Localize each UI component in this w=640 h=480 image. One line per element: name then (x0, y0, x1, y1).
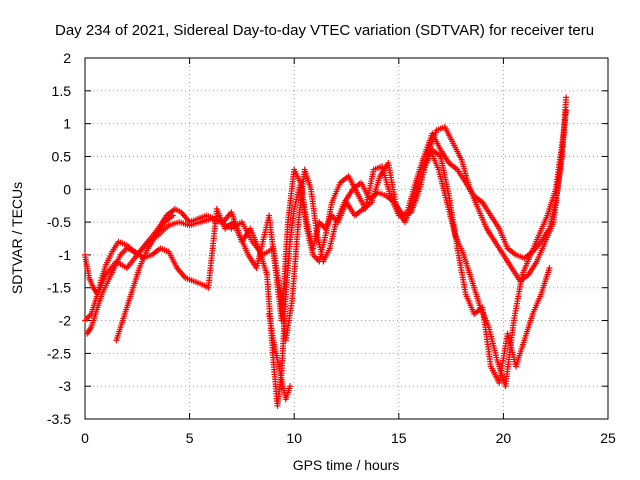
x-tick-label: 10 (286, 430, 302, 446)
y-axis-label: SDTVAR / TECUs (9, 182, 25, 294)
data-point (561, 127, 568, 134)
axis-ticks: 0 5 10 15 20 25 2 1.5 1 0.5 0 -0.5 -1 -1.5 -2 -2.5 -3 -3.… (47, 50, 616, 446)
y-tick-label: -1 (59, 247, 72, 263)
y-tick-label: -1.5 (47, 280, 71, 296)
data-point (546, 265, 553, 272)
data-points (82, 94, 570, 409)
y-tick-label: 2 (63, 50, 71, 66)
y-tick-label: -0.5 (47, 214, 71, 230)
x-tick-label: 20 (496, 430, 512, 446)
data-point (563, 94, 570, 101)
grid-lines (85, 58, 608, 419)
y-tick-label: 0.5 (52, 148, 72, 164)
x-tick-label: 25 (600, 430, 616, 446)
x-tick-label: 0 (81, 430, 89, 446)
series-1 (82, 94, 570, 324)
chart-title: Day 234 of 2021, Sidereal Day-to-day VTE… (55, 22, 594, 39)
x-axis-label: GPS time / hours (293, 457, 400, 473)
data-point (287, 383, 294, 390)
x-tick-label: 15 (391, 430, 407, 446)
y-tick-label: -2 (59, 313, 72, 329)
x-tick-label: 5 (186, 430, 194, 446)
series-4 (113, 146, 553, 403)
y-tick-label: 1.5 (52, 83, 72, 99)
y-tick-label: 0 (63, 181, 71, 197)
y-tick-label: -3.5 (47, 411, 71, 427)
data-point (563, 107, 570, 114)
y-tick-label: -2.5 (47, 345, 71, 361)
series-3 (84, 127, 568, 409)
y-tick-label: -3 (59, 378, 72, 394)
data-point (169, 212, 176, 219)
plot-area (84, 57, 609, 420)
y-tick-label: 1 (63, 116, 71, 132)
